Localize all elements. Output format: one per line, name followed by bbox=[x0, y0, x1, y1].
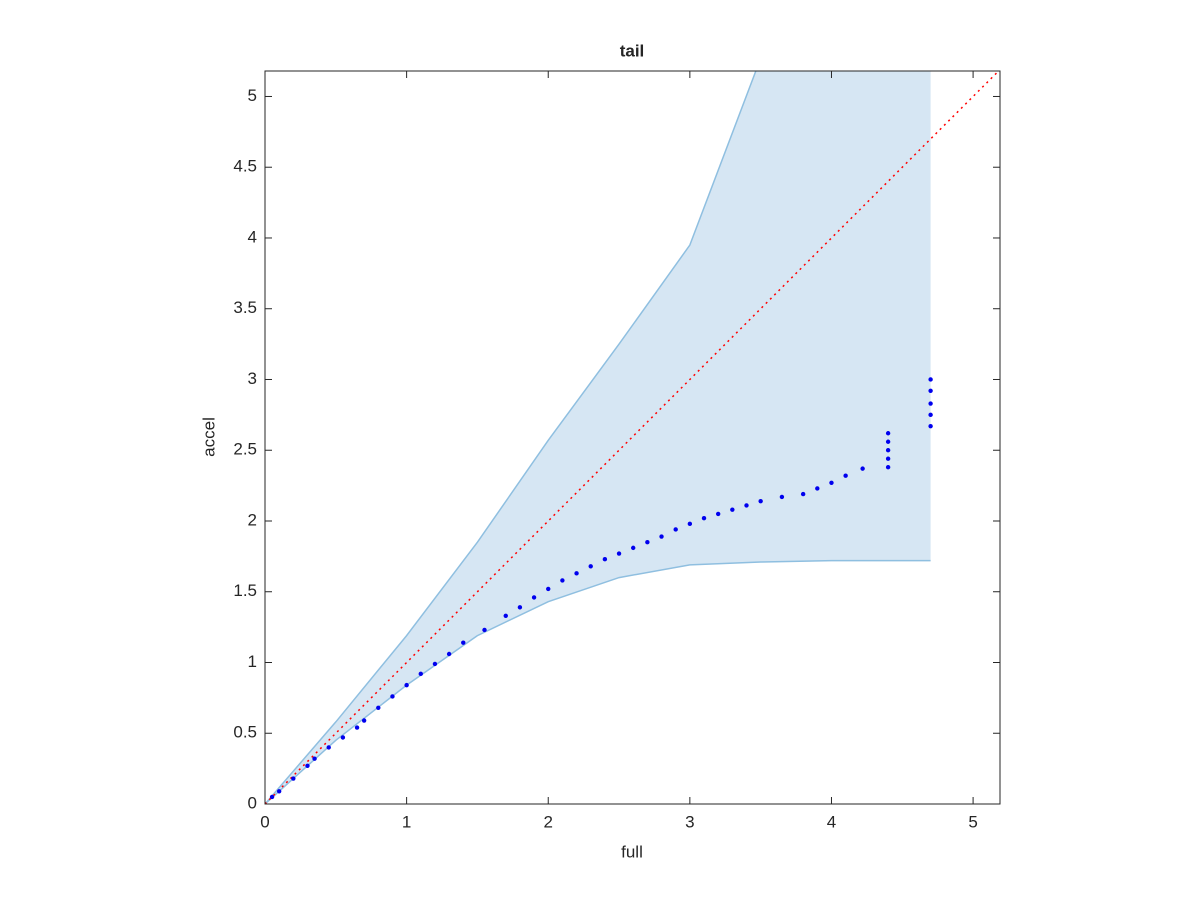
band-lower-edge bbox=[265, 559, 931, 804]
data-point bbox=[928, 401, 933, 406]
y-tick-label: 1 bbox=[248, 652, 257, 671]
data-point bbox=[645, 540, 650, 545]
data-point bbox=[418, 671, 423, 677]
data-point bbox=[715, 511, 721, 517]
y-tick-label: 3.5 bbox=[233, 298, 257, 317]
data-point bbox=[291, 776, 296, 781]
data-point bbox=[326, 745, 331, 750]
data-point bbox=[602, 556, 608, 562]
axes: 0 1 2 3 4 5 0 0.5 1 1.5 2 2.5 3 3.5 4 4.5 5 bbox=[233, 70, 1001, 831]
data-point bbox=[860, 466, 865, 471]
y-tick-label: 4.5 bbox=[233, 157, 257, 176]
data-point bbox=[574, 571, 579, 576]
data-point bbox=[269, 794, 275, 800]
data-point bbox=[305, 763, 310, 768]
data-point bbox=[588, 564, 593, 569]
data-point bbox=[928, 412, 933, 418]
data-point bbox=[404, 682, 409, 688]
data-point bbox=[758, 498, 763, 504]
data-point bbox=[928, 423, 933, 429]
x-tick-label: 5 bbox=[968, 812, 977, 831]
data-point bbox=[276, 789, 282, 794]
data-point bbox=[390, 694, 395, 699]
data-point bbox=[885, 465, 891, 470]
reference-line bbox=[265, 71, 1000, 804]
data-point bbox=[482, 627, 487, 633]
data-point bbox=[312, 756, 317, 761]
data-point bbox=[432, 661, 438, 667]
data-point bbox=[885, 456, 891, 461]
y-axis-label: accel bbox=[199, 417, 218, 457]
y-tick-label: 4 bbox=[248, 227, 257, 246]
data-point bbox=[340, 735, 346, 740]
data-point bbox=[376, 705, 381, 710]
data-point bbox=[503, 613, 508, 618]
data-point bbox=[843, 473, 848, 478]
data-point bbox=[829, 480, 834, 485]
data-point bbox=[885, 431, 891, 436]
data-point bbox=[560, 578, 565, 583]
data-point bbox=[928, 388, 933, 394]
data-point bbox=[701, 515, 707, 521]
band-upper-edge bbox=[265, 71, 757, 804]
band-area bbox=[265, 71, 931, 804]
data-point bbox=[730, 507, 735, 512]
data-point bbox=[546, 586, 551, 592]
plot-area bbox=[265, 71, 1000, 804]
chart-title: tail bbox=[620, 41, 645, 60]
data-point bbox=[631, 545, 636, 551]
data-point bbox=[446, 651, 452, 657]
data-point bbox=[928, 377, 933, 382]
y-tick-label: 0 bbox=[248, 793, 257, 812]
x-tick-label: 1 bbox=[402, 812, 411, 831]
y-tick-label: 1.5 bbox=[233, 581, 257, 600]
data-point bbox=[779, 494, 785, 500]
data-point bbox=[885, 439, 891, 444]
x-tick-label: 2 bbox=[544, 812, 553, 831]
data-point bbox=[800, 491, 806, 497]
x-tick-label: 4 bbox=[827, 812, 836, 831]
y-tick-label: 3 bbox=[248, 369, 257, 388]
data-point bbox=[744, 503, 749, 508]
data-point bbox=[531, 595, 537, 600]
data-point bbox=[659, 534, 664, 539]
axes-box bbox=[264, 70, 1001, 805]
y-tick-label: 2 bbox=[248, 510, 257, 529]
y-tick-label: 0.5 bbox=[233, 723, 257, 742]
data-point bbox=[517, 605, 523, 610]
data-point bbox=[461, 640, 466, 645]
x-tick-label: 0 bbox=[260, 812, 269, 831]
y-tick-label: 2.5 bbox=[233, 440, 257, 459]
data-point bbox=[673, 527, 678, 532]
x-tick-label: 3 bbox=[685, 812, 694, 831]
data-point bbox=[616, 551, 622, 556]
x-axis-label: full bbox=[621, 842, 643, 861]
data-point bbox=[687, 521, 693, 527]
y-tick-label: 5 bbox=[248, 86, 257, 105]
data-point bbox=[815, 486, 820, 491]
data-point bbox=[361, 718, 367, 723]
data-point bbox=[354, 725, 360, 730]
data-point bbox=[885, 448, 891, 453]
